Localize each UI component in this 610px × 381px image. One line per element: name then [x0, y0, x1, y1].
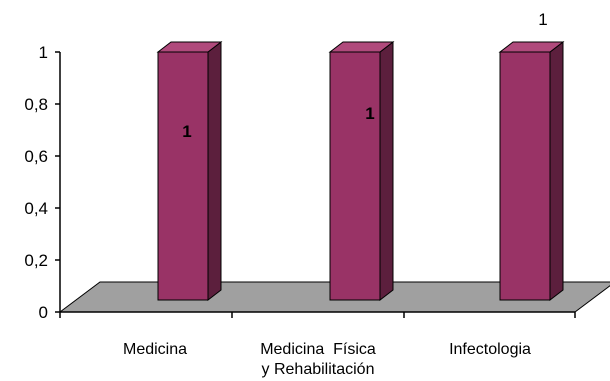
y-tick-label: 0,8: [24, 95, 48, 114]
category-label: Medicina Física y Rehabilitación: [260, 341, 376, 378]
category-label-line: Medicina: [123, 341, 187, 358]
data-label: 1: [365, 104, 374, 123]
y-tick-label: 0,6: [24, 147, 48, 166]
bar: [498, 40, 565, 302]
bar: [328, 40, 395, 302]
bar-top: [498, 41, 565, 53]
category-label-line: Infectologia: [449, 341, 531, 358]
y-tick-label: 1: [39, 43, 48, 62]
data-label: 1: [538, 10, 547, 29]
y-tick-label: 0,4: [24, 199, 48, 218]
labels: 1 1 1 Medicina Medicina Física y Rehabilitaci…: [123, 10, 548, 378]
category-label: Medicina: [123, 341, 187, 358]
bar-side: [549, 40, 564, 302]
bar-side: [207, 40, 222, 302]
bar-front: [157, 51, 209, 301]
bar-top: [156, 41, 223, 53]
bar-front: [499, 51, 551, 301]
bar: [156, 40, 223, 302]
bar-top: [328, 41, 395, 53]
category-label: Infectologia: [449, 341, 531, 358]
bars: [156, 40, 565, 302]
category-label-line: y Rehabilitación: [262, 361, 375, 378]
category-label-line: Medicina Física: [260, 341, 376, 358]
bar-side: [379, 40, 394, 302]
data-label: 1: [182, 122, 191, 141]
y-tick-label: 0,2: [24, 251, 48, 270]
chart-axes: 0 0,2 0,4 0,6 0,8 1: [24, 43, 576, 322]
bar-front: [329, 51, 381, 301]
y-tick-label: 0: [39, 303, 48, 322]
